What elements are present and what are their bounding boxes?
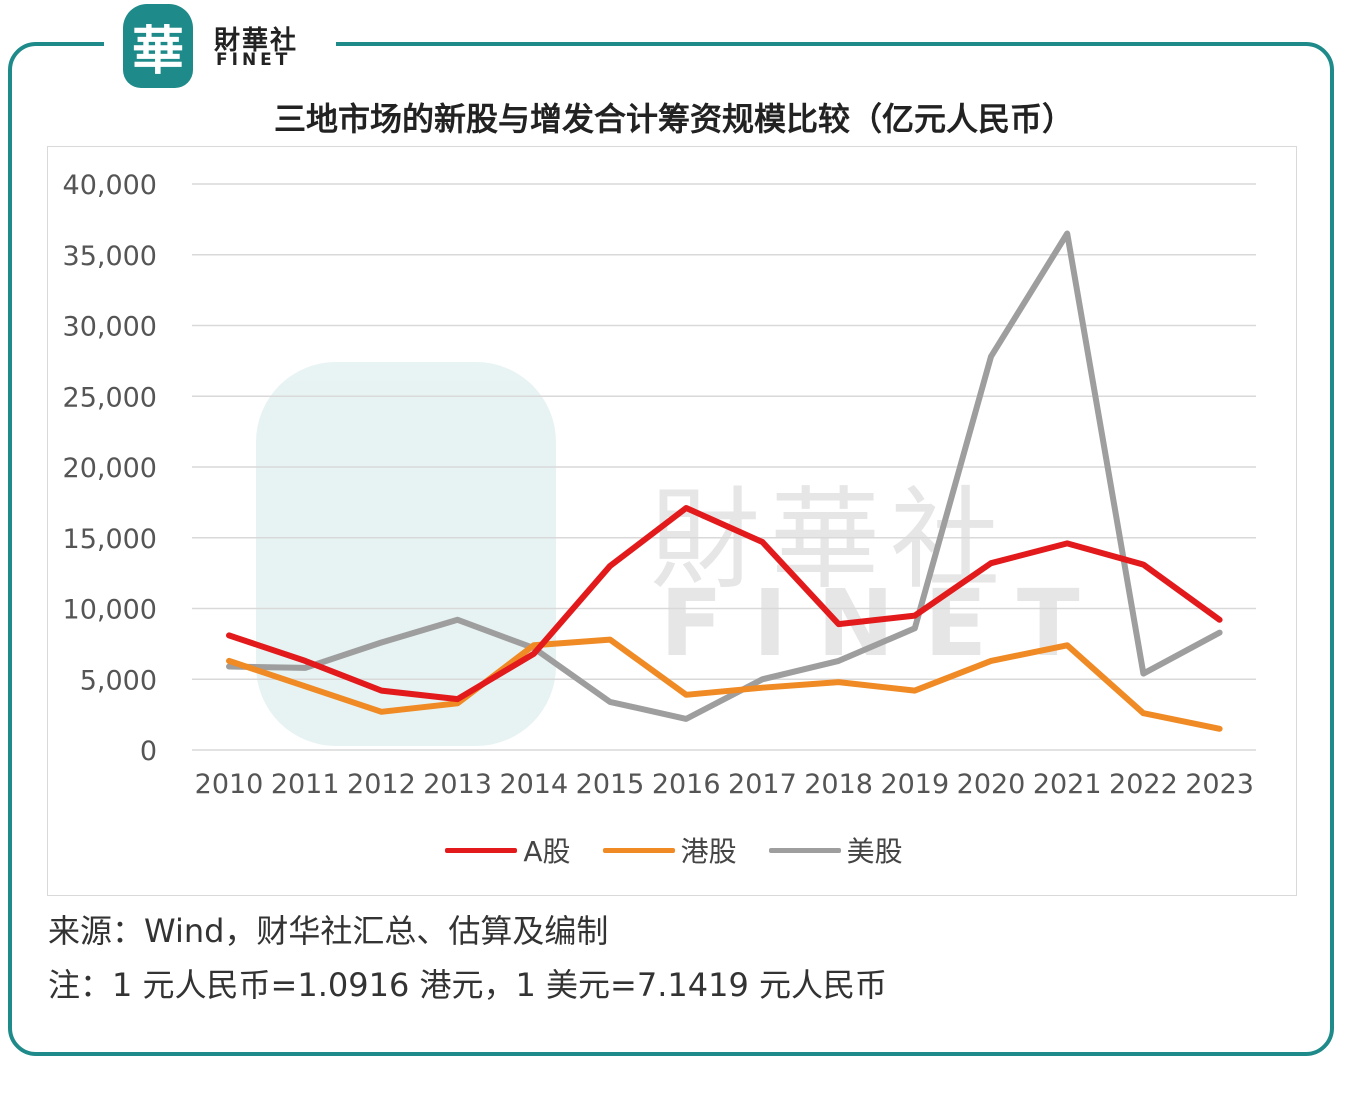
legend-swatch-hk-share xyxy=(602,847,675,853)
finet-logo-icon: 華 xyxy=(123,4,193,88)
plot-area-border xyxy=(47,146,1297,896)
x-tick-label: 2017 xyxy=(728,769,797,800)
x-tick-label: 2022 xyxy=(1109,769,1178,800)
y-tick-label: 20,000 xyxy=(63,453,157,484)
x-tick-label: 2023 xyxy=(1185,769,1254,800)
x-tick-label: 2011 xyxy=(271,769,340,800)
y-tick-label: 0 xyxy=(140,736,157,767)
series-lines xyxy=(226,230,1223,732)
x-tick-label: 2015 xyxy=(576,769,645,800)
source-note: 来源：Wind，财华社汇总、估算及编制 xyxy=(48,912,609,950)
x-tick-label: 2021 xyxy=(1033,769,1102,800)
series-line-us-share xyxy=(226,230,1223,722)
logo-name-en: FINET xyxy=(216,50,292,70)
series-line-hk-share xyxy=(226,636,1223,732)
x-axis-ticks: 2010 2011 2012 2013 2014 2015 2016 2017 2018 2019… xyxy=(195,769,1254,800)
y-tick-label: 30,000 xyxy=(63,312,157,343)
x-tick-label: 2019 xyxy=(880,769,949,800)
y-tick-label: 40,000 xyxy=(63,170,157,201)
legend-item: 美股 xyxy=(768,830,903,870)
outer-frame xyxy=(8,42,1334,1056)
chart-title: 三地市场的新股与增发合计筹资规模比较（亿元人民币） xyxy=(273,100,1074,138)
x-tick-label: 2016 xyxy=(652,769,721,800)
x-tick-label: 2013 xyxy=(423,769,492,800)
y-tick-label: 35,000 xyxy=(63,241,157,272)
legend-label: A股 xyxy=(523,835,571,868)
series-line-a-share xyxy=(226,505,1223,703)
legend-label: 港股 xyxy=(680,835,737,868)
x-tick-label: 2014 xyxy=(499,769,568,800)
x-tick-label: 2018 xyxy=(804,769,873,800)
y-tick-label: 15,000 xyxy=(63,524,157,555)
legend-item: 港股 xyxy=(602,830,737,870)
legend-item: A股 xyxy=(445,830,571,870)
currency-note: 注：1 元人民币=1.0916 港元，1 美元=7.1419 元人民币 xyxy=(48,966,887,1004)
legend-swatch-us-share xyxy=(768,847,841,853)
x-tick-label: 2012 xyxy=(347,769,416,800)
legend-swatch-a-share xyxy=(445,847,518,853)
legend: A股 港股 美股 xyxy=(0,830,1348,870)
legend-label: 美股 xyxy=(846,835,903,868)
y-tick-label: 5,000 xyxy=(80,665,157,696)
y-tick-label: 10,000 xyxy=(63,595,157,626)
y-tick-label: 25,000 xyxy=(63,382,157,413)
grid-lines xyxy=(192,183,1256,751)
x-tick-label: 2010 xyxy=(195,769,264,800)
x-tick-label: 2020 xyxy=(957,769,1026,800)
logo-name-cn: 財華社 xyxy=(214,26,299,56)
y-axis-ticks: 0 5,000 10,000 15,000 20,000 25,000 30,000 35,0… xyxy=(63,170,157,767)
